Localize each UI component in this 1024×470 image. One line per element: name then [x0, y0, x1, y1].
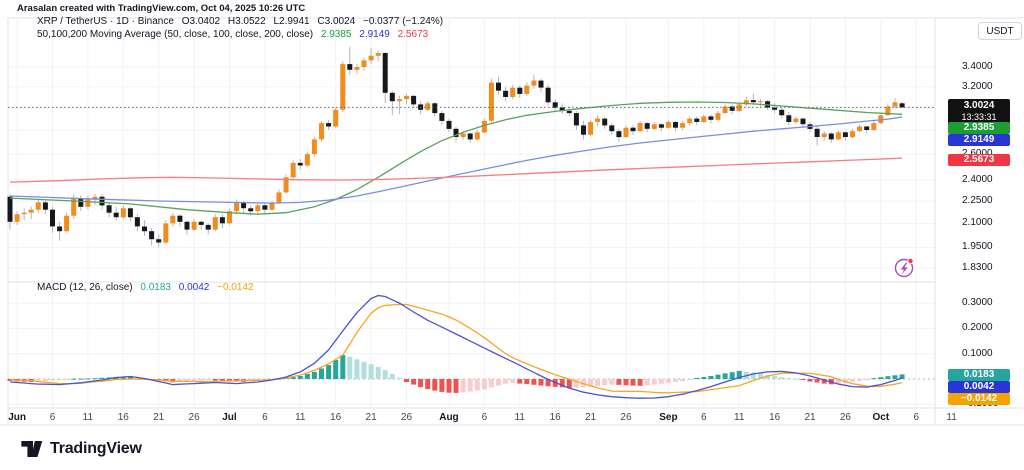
- macd-hist-value: 0.0183: [140, 282, 171, 293]
- time-tick-label[interactable]: 6: [701, 412, 707, 423]
- time-tick-month-label[interactable]: Aug: [439, 412, 459, 423]
- time-tick-label[interactable]: 26: [620, 412, 632, 423]
- price-tick-label: 2.1000: [962, 217, 993, 229]
- macd-tick-label: 0.1000: [962, 347, 993, 359]
- tradingview-logo-text: TradingView: [50, 440, 142, 457]
- time-tick-label[interactable]: 21: [153, 412, 165, 423]
- time-tick-label[interactable]: 21: [365, 412, 377, 423]
- time-tick-label[interactable]: 6: [262, 412, 268, 423]
- price-tick-label: 2.2500: [962, 194, 993, 206]
- time-tick-label[interactable]: 21: [584, 412, 597, 423]
- price-tick-label: 1.8300: [962, 262, 993, 273]
- tradingview-logo-icon: [21, 441, 43, 457]
- tradingview-logo[interactable]: TradingView: [20, 440, 142, 458]
- price-tick-label: 2.6000: [962, 148, 993, 159]
- price-tick-label: 1.9500: [962, 241, 993, 253]
- time-tick-label[interactable]: 6: [481, 412, 488, 423]
- macd-tick-label: 0.2000: [962, 322, 993, 334]
- time-tick-label[interactable]: 11: [946, 412, 957, 423]
- time-tick-month-label[interactable]: Jun: [8, 412, 26, 423]
- change-value: −0.0377 (−1.24%): [362, 16, 444, 27]
- time-tick-label[interactable]: 6: [49, 412, 56, 423]
- ma-legend: 50,100,200 Moving Average (50, close, 10…: [37, 29, 433, 40]
- last-price-badge: 3.0024 13:33:31: [948, 99, 1010, 124]
- ma50-value: 2.9385: [320, 29, 352, 40]
- time-tick-label[interactable]: 16: [117, 412, 129, 423]
- macd-signal-value: −0.0142: [217, 282, 254, 293]
- currency-button[interactable]: USDT: [978, 22, 1022, 40]
- time-tick-label[interactable]: 21: [804, 412, 816, 423]
- time-tick-label[interactable]: 11: [295, 412, 306, 423]
- ma200-badge: 2.5673: [948, 154, 1010, 166]
- time-tick-month-label[interactable]: Oct: [872, 412, 890, 423]
- macd-legend-label: MACD (12, 26, close): [37, 282, 133, 293]
- time-tick-month-label[interactable]: Jul: [222, 412, 237, 423]
- ma-legend-label: 50,100,200 Moving Average (50, close, 10…: [37, 29, 314, 40]
- macd-legend: MACD (12, 26, close) 0.0183 0.0042 −0.01…: [37, 282, 259, 293]
- ohlc-high: H3.0522: [227, 16, 266, 27]
- time-tick-label[interactable]: 11: [514, 412, 525, 423]
- time-tick-label[interactable]: 16: [330, 412, 342, 423]
- macd-line-value: 0.0042: [178, 282, 210, 293]
- ohlc-close: C3.0024: [317, 16, 356, 27]
- time-tick-label[interactable]: 16: [549, 412, 561, 423]
- time-tick-month-label[interactable]: Sep: [659, 412, 678, 423]
- attribution-text: Arasalan created with TradingView.com, O…: [17, 3, 306, 14]
- time-tick-label[interactable]: 11: [734, 412, 745, 423]
- time-tick-label[interactable]: 26: [400, 412, 413, 423]
- symbol-title: XRP / TetherUS · 1D · Binance: [37, 16, 174, 27]
- time-tick-label[interactable]: 26: [188, 412, 200, 423]
- ma50-badge: 2.9385: [948, 122, 1010, 134]
- ma100-value: 2.9149: [359, 29, 390, 40]
- time-tick-label[interactable]: 11: [82, 412, 94, 423]
- macd-hist-badge: 0.0183: [948, 369, 1010, 381]
- price-tick-label: 2.4000: [962, 174, 993, 186]
- price-tick-label: 3.4000: [962, 61, 993, 72]
- time-tick-label[interactable]: 26: [839, 412, 851, 423]
- last-price-value: 3.0024: [963, 100, 995, 111]
- ohlc-low: L2.9941: [273, 16, 310, 27]
- ohlc-open: O3.0402: [181, 16, 221, 27]
- macd-tick-label: 0.3000: [962, 297, 993, 309]
- time-tick-label[interactable]: 16: [769, 412, 781, 423]
- bar-countdown: 13:33:31: [961, 112, 997, 122]
- time-tick-label[interactable]: 6: [913, 412, 920, 423]
- price-tick-label: 3.2000: [962, 80, 993, 92]
- ma200-value: 2.5673: [397, 29, 429, 40]
- macd-line-badge: 0.0042: [948, 381, 1010, 393]
- macd-signal-badge: −0.0142: [948, 393, 1010, 405]
- symbol-legend: XRP / TetherUS · 1D · Binance O3.0402 H3…: [37, 16, 448, 27]
- ma100-badge: 2.9149: [948, 134, 1010, 146]
- flash-event-icon[interactable]: [894, 257, 914, 278]
